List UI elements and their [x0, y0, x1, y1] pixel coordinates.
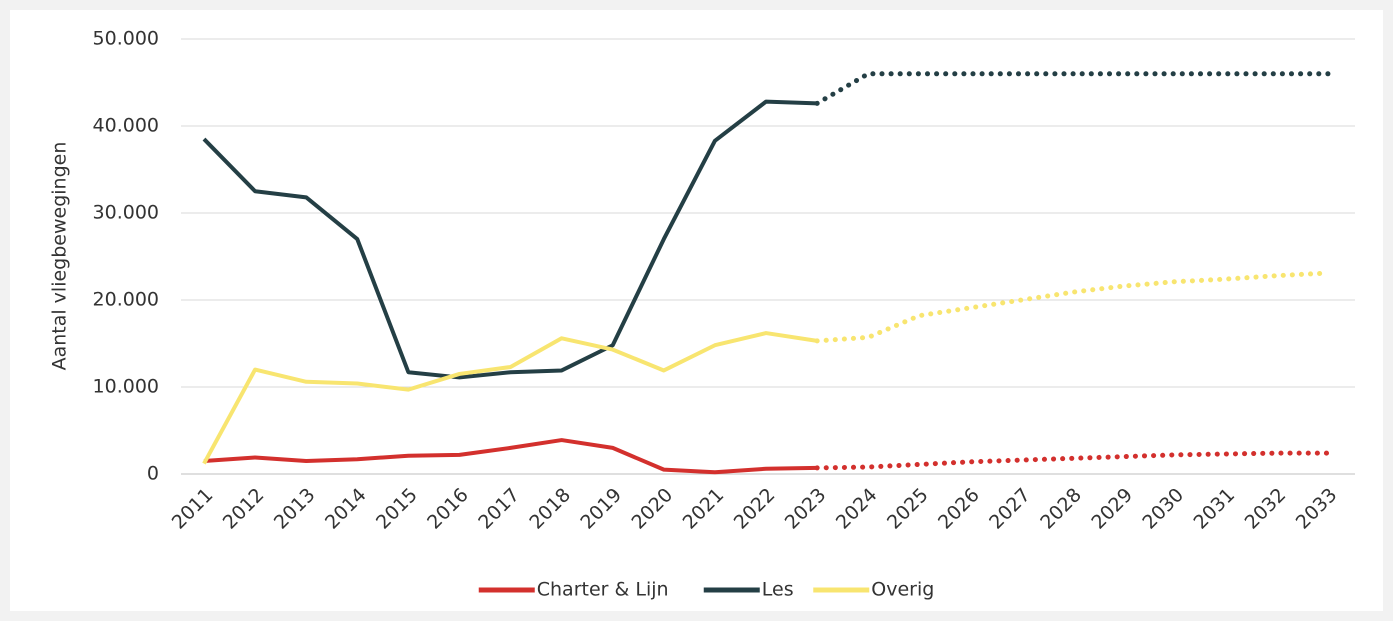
legend-label: Charter & Lijn	[537, 579, 669, 601]
series-line-projection	[814, 450, 1331, 471]
y-tick-label: 30.000	[93, 202, 159, 224]
series-line	[203, 438, 818, 475]
y-tick-label: 50.000	[93, 28, 159, 50]
y-tick-label: 0	[147, 463, 159, 485]
legend-label: Overig	[871, 579, 934, 601]
series-line-projection	[814, 270, 1331, 344]
series-line-projection	[814, 71, 1331, 106]
y-axis-title: Aantal vliegbewegingen	[49, 142, 71, 371]
series-line	[202, 331, 818, 465]
series-line	[202, 99, 818, 380]
legend-label: Les	[762, 579, 794, 601]
y-tick-label: 40.000	[93, 115, 159, 137]
chart-background	[10, 10, 1383, 611]
y-tick-label: 20.000	[93, 289, 159, 311]
y-tick-label: 10.000	[93, 376, 159, 398]
